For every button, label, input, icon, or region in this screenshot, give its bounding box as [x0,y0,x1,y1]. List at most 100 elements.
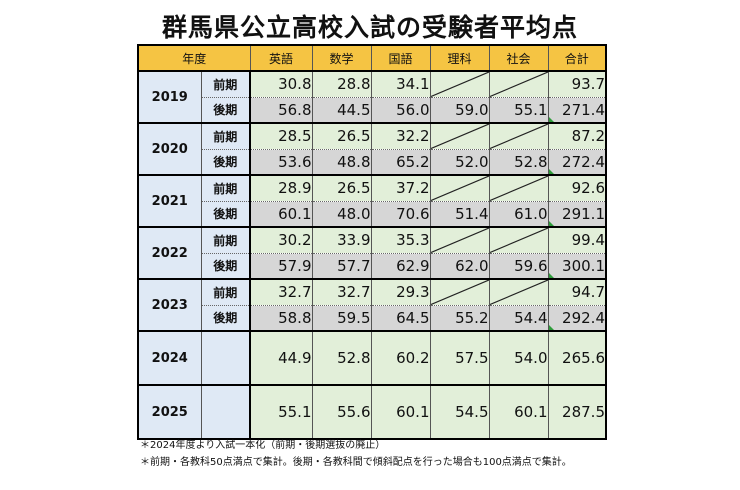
score-cell: 64.5 [371,305,431,332]
score-table: 年度 英語 数学 国語 理科 社会 合計 2019 前期 30.8 28.8 34.1 9… [137,44,607,440]
score-cell: 265.6 [548,331,606,386]
year-cell: 2024 [138,331,202,386]
score-cell: 59.5 [312,305,372,332]
total-cell: 92.6 [548,175,606,202]
header-japanese: 国語 [371,45,431,72]
score-cell: 287.5 [548,385,606,440]
score-cell: 44.9 [250,331,313,386]
score-cell: 272.4 [548,149,606,176]
not-applicable-cell [430,227,490,254]
score-table-body: 2019 前期 30.8 28.8 34.1 93.7 後期 56.8 44.5 56.0 59.0… [138,71,606,440]
score-cell: 26.5 [312,123,372,150]
score-cell: 62.0 [430,253,490,280]
term-cell: 前期 [201,227,251,254]
not-applicable-cell [430,123,490,150]
footnote: ＊2024年度より入試一本化（前期・後期選抜の廃止） [140,440,386,451]
score-cell: 30.8 [250,71,313,98]
score-cell: 57.7 [312,253,372,280]
score-cell: 57.9 [250,253,313,280]
score-cell: 32.7 [312,279,372,306]
table-row: 後期 60.1 48.0 70.6 51.4 61.0 291.1 [138,201,606,228]
score-cell: 51.4 [430,201,490,228]
table-row: 2025 55.1 55.6 60.1 54.5 60.1 287.5 [138,385,606,440]
term-cell-empty [201,385,251,440]
score-cell: 52.8 [312,331,372,386]
year-cell: 2019 [138,71,202,124]
score-cell: 48.0 [312,201,372,228]
score-cell: 28.9 [250,175,313,202]
year-cell: 2021 [138,175,202,228]
term-cell: 前期 [201,71,251,98]
score-cell: 56.0 [371,97,431,124]
table-row: 2023 前期 32.7 32.7 29.3 94.7 [138,279,606,332]
not-applicable-cell [489,123,549,150]
score-cell: 37.2 [371,175,431,202]
score-cell: 33.9 [312,227,372,254]
table-row: 2019 前期 30.8 28.8 34.1 93.7 [138,71,606,124]
year-cell: 2023 [138,279,202,332]
score-cell: 58.8 [250,305,313,332]
page-title: 群馬県公立高校入試の受験者平均点 [161,13,578,42]
header-row: 年度 英語 数学 国語 理科 社会 合計 [138,45,606,72]
term-cell: 前期 [201,123,251,150]
total-cell: 93.7 [548,71,606,98]
not-applicable-cell [430,71,490,98]
header-year: 年度 [138,45,251,72]
header-math: 数学 [312,45,372,72]
score-cell: 54.4 [489,305,549,332]
not-applicable-cell [489,279,549,306]
score-cell: 44.5 [312,97,372,124]
year-cell: 2022 [138,227,202,280]
term-cell: 後期 [201,97,251,124]
score-cell: 34.1 [371,71,431,98]
score-cell: 52.0 [430,149,490,176]
header-science: 理科 [430,45,490,72]
score-cell: 26.5 [312,175,372,202]
score-cell: 53.6 [250,149,313,176]
not-applicable-cell [489,71,549,98]
term-cell: 前期 [201,279,251,306]
footnote: ＊前期・各教科50点満点で集計。後期・各教科間で傾斜配点を行った場合も100点満… [140,457,572,468]
score-cell: 291.1 [548,201,606,228]
not-applicable-cell [430,279,490,306]
score-cell: 35.3 [371,227,431,254]
score-cell: 60.1 [489,385,549,440]
year-cell: 2025 [138,385,202,440]
year-cell: 2020 [138,123,202,176]
score-cell: 32.2 [371,123,431,150]
header-english: 英語 [250,45,313,72]
score-cell: 65.2 [371,149,431,176]
total-cell: 94.7 [548,279,606,306]
not-applicable-cell [489,175,549,202]
score-cell: 59.0 [430,97,490,124]
table-row: 2020 前期 28.5 26.5 32.2 87.2 [138,123,606,176]
header-total: 合計 [548,45,606,72]
term-cell: 後期 [201,253,251,280]
not-applicable-cell [430,175,490,202]
score-cell: 60.2 [371,331,431,386]
score-cell: 292.4 [548,305,606,332]
term-cell: 後期 [201,201,251,228]
table-row: 後期 53.6 48.8 65.2 52.0 52.8 272.4 [138,149,606,176]
term-cell: 後期 [201,305,251,332]
score-cell: 57.5 [430,331,490,386]
footnotes: ＊2024年度より入試一本化（前期・後期選抜の廃止） ＊前期・各教科50点満点で… [140,437,572,471]
term-cell-empty [201,331,251,386]
table-row: 後期 56.8 44.5 56.0 59.0 55.1 271.4 [138,97,606,124]
total-cell: 87.2 [548,123,606,150]
table-row: 2022 前期 30.2 33.9 35.3 99.4 [138,227,606,280]
table-row: 2024 44.9 52.8 60.2 57.5 54.0 265.6 [138,331,606,386]
score-cell: 54.5 [430,385,490,440]
score-cell: 60.1 [250,201,313,228]
table-row: 2021 前期 28.9 26.5 37.2 92.6 [138,175,606,228]
score-cell: 28.8 [312,71,372,98]
score-cell: 48.8 [312,149,372,176]
score-cell: 55.2 [430,305,490,332]
score-cell: 62.9 [371,253,431,280]
term-cell: 後期 [201,149,251,176]
score-cell: 32.7 [250,279,313,306]
score-cell: 55.6 [312,385,372,440]
score-cell: 59.6 [489,253,549,280]
header-social: 社会 [489,45,549,72]
total-cell: 99.4 [548,227,606,254]
